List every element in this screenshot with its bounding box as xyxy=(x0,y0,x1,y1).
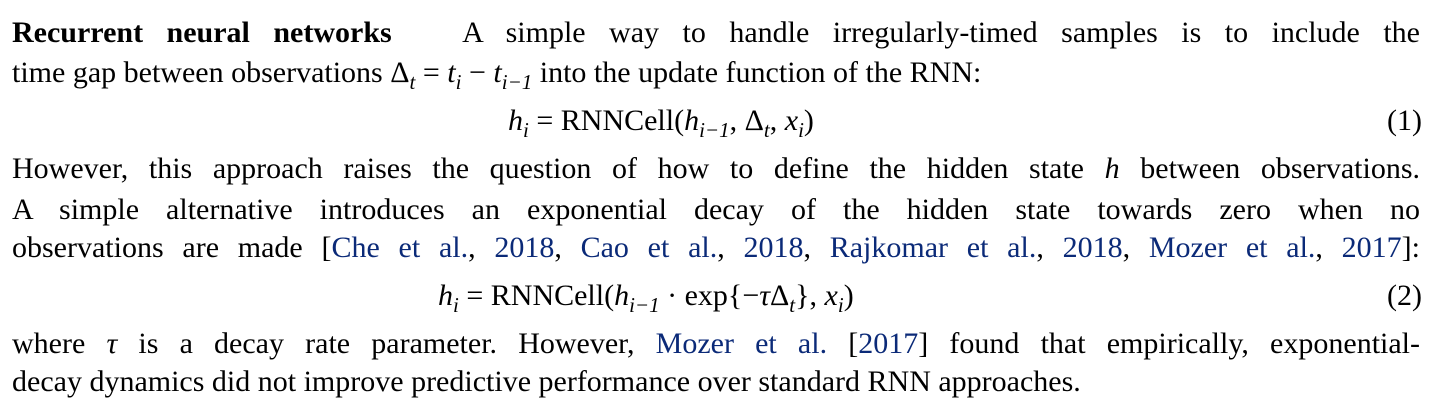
subscript: i xyxy=(453,293,459,317)
text-span: found that empirically, exponential- xyxy=(928,327,1421,360)
math-var: h xyxy=(508,104,523,137)
paragraph3-line1: where τ is a decay rate parameter. Howev… xyxy=(12,327,1420,361)
paragraph2-line1: However, this approach raises the questi… xyxy=(12,152,1420,186)
paren: ) xyxy=(803,104,814,137)
equation-2-number: (2) xyxy=(1387,279,1422,312)
citation-link[interactable]: Rajkomar et al. xyxy=(829,231,1037,264)
citation-link[interactable]: Mozer et al. xyxy=(1148,231,1316,264)
paragraph3-line2: decay dynamics did not improve predictiv… xyxy=(12,365,1081,398)
math-var: h xyxy=(438,279,453,312)
text-span: where xyxy=(12,327,107,360)
function-name: RNNCell( xyxy=(560,104,685,137)
citation-link[interactable]: Mozer et al. xyxy=(655,327,828,360)
bracket: [ xyxy=(827,327,859,360)
math-var: t xyxy=(447,56,456,89)
text-span: between observations. xyxy=(1119,152,1420,185)
equals-sign: = xyxy=(415,56,448,89)
function-name: RNNCell( xyxy=(490,279,615,312)
delta-symbol: Δ xyxy=(390,56,410,89)
tau-symbol: τ xyxy=(759,279,770,312)
citation-year-link[interactable]: 2017 xyxy=(858,327,919,360)
paragraph1-text: A simple way to handle irregularly-timed… xyxy=(462,16,1420,49)
minus-sign: − xyxy=(461,56,494,89)
citation-year-link[interactable]: 2017 xyxy=(1341,231,1402,264)
delta-symbol: Δ xyxy=(769,279,790,312)
text-span: into the update function of the RNN: xyxy=(532,56,982,89)
citation-year-link[interactable]: 2018 xyxy=(1062,231,1123,264)
brace: }, xyxy=(795,279,825,312)
math-var: h xyxy=(1104,152,1120,185)
paragraph2-line3: observations are made [Che et al., 2018,… xyxy=(12,231,1420,264)
subscript: i xyxy=(837,293,844,317)
paragraph2-line2: A simple alternative introduces an expon… xyxy=(12,193,1420,226)
paren: ) xyxy=(843,279,854,312)
delta-symbol: Δ xyxy=(744,104,764,137)
text-span: time gap between observations xyxy=(12,56,391,89)
paragraph1-line2: time gap between observations Δt = ti − … xyxy=(12,56,982,94)
citation-link[interactable]: Che et al. xyxy=(331,231,469,264)
subscript: i xyxy=(455,70,462,94)
text-span: observations are made [ xyxy=(12,231,332,264)
equals-sign: = xyxy=(458,279,491,312)
math-var: x xyxy=(824,279,838,312)
section-heading: Recurrent neural networks xyxy=(12,16,392,49)
text-span: However, this approach raises the questi… xyxy=(12,152,1105,185)
subscript: t xyxy=(789,293,796,317)
comma: , xyxy=(769,104,785,137)
subscript: t xyxy=(409,70,416,94)
subscript: i−1 xyxy=(699,118,730,142)
subscript: i xyxy=(798,118,804,142)
citation-link[interactable]: Cao et al. xyxy=(580,231,718,264)
math-delta-t: Δt = ti − ti−1 xyxy=(390,56,532,94)
text-span: is a decay rate parameter. However, xyxy=(117,327,656,360)
bracket: ] xyxy=(918,327,929,360)
equals-sign: = xyxy=(528,104,561,137)
subscript: i−1 xyxy=(501,70,533,94)
citation-year-link[interactable]: 2018 xyxy=(743,231,804,264)
subscript: t xyxy=(763,118,770,142)
subscript: i xyxy=(523,118,529,142)
citation-year-link[interactable]: 2018 xyxy=(494,231,555,264)
math-var: h xyxy=(684,104,700,137)
equation-1-number: (1) xyxy=(1387,104,1422,137)
math-var: h xyxy=(614,279,630,312)
subscript: i−1 xyxy=(629,293,660,317)
paragraph1-line1: Recurrent neural networks A simple way t… xyxy=(12,16,1420,50)
math-var: t xyxy=(493,56,502,89)
text-span: ]: xyxy=(1401,231,1420,264)
equation-1: hi = RNNCell(hi−1, Δt, xi) xyxy=(508,104,814,142)
math-var: x xyxy=(784,104,799,137)
equation-2: hi = RNNCell(hi−1 · exp{−τΔt}, xi) xyxy=(438,279,854,317)
comma: , xyxy=(729,104,745,137)
exp-operator: · exp{− xyxy=(659,279,760,312)
tau-symbol: τ xyxy=(106,327,118,360)
